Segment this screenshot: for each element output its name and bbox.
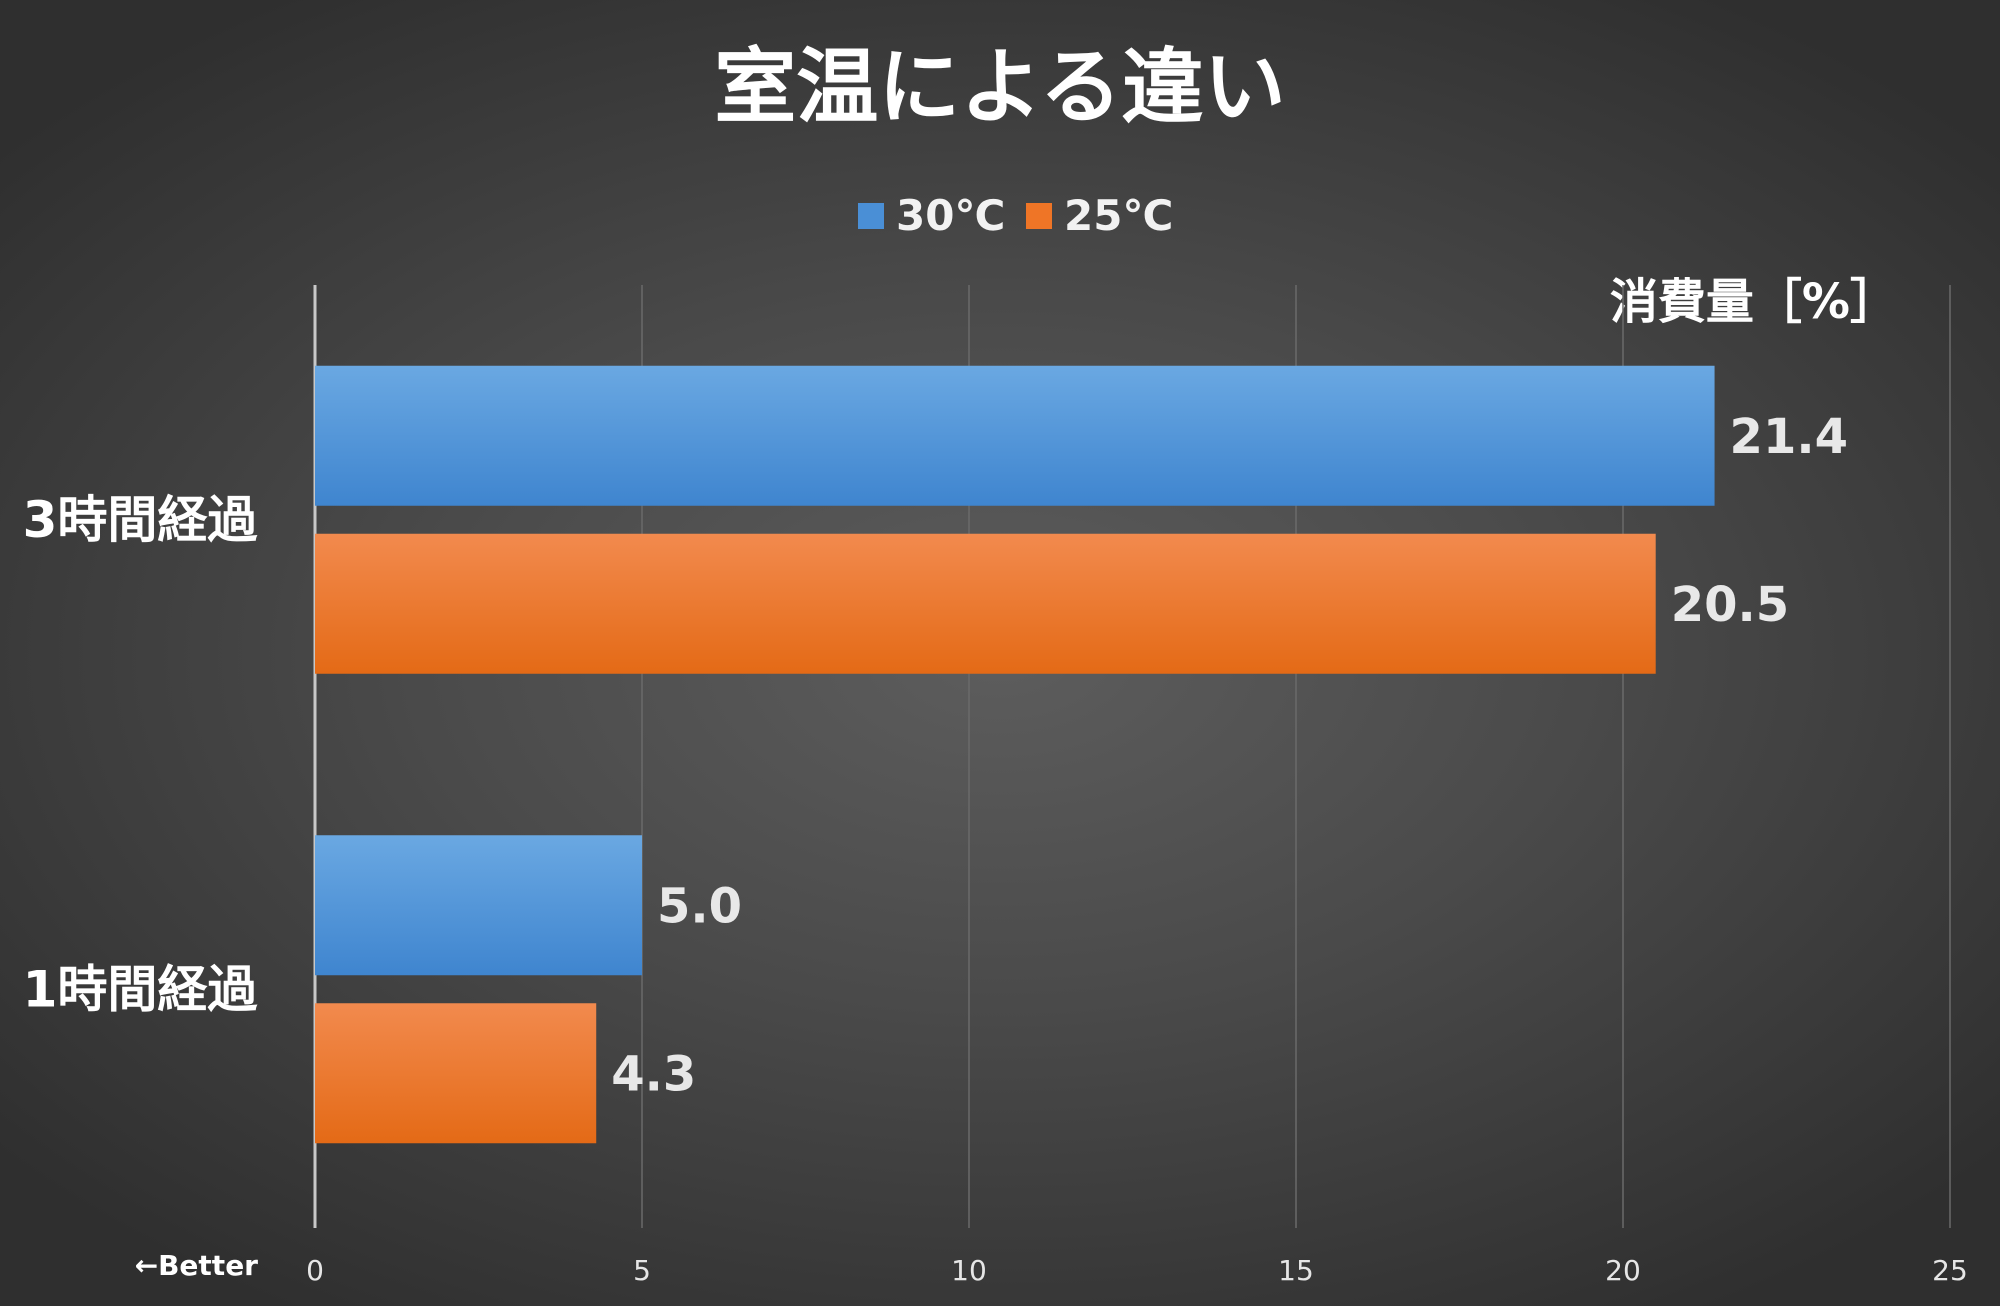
category-label: 3時間経過 [23,491,259,549]
bar-25c-1 [315,1003,597,1144]
x-unit-label: 消費量［%］ [1610,274,1898,330]
legend-swatch-30c [858,203,884,229]
data-labels: 21.4 20.5 5.0 4.3 [611,409,1848,1103]
legend-label-30c: 30℃ [896,191,1005,240]
bar-30c-0 [315,365,1715,506]
bars [315,365,1715,1144]
x-tick-label: 0 [306,1254,324,1287]
bar-25c-0 [315,533,1656,674]
category-labels: 3時間経過 1時間経過 [23,491,259,1019]
data-label: 4.3 [611,1046,696,1102]
x-tick-label: 25 [1932,1254,1968,1287]
legend-label-25c: 25℃ [1064,191,1173,240]
data-label: 5.0 [657,878,742,934]
legend-swatch-25c [1026,203,1052,229]
better-note: ←Better [135,1249,259,1282]
category-label: 1時間経過 [23,960,259,1018]
x-tick-label: 20 [1605,1254,1641,1287]
chart-title: 室温による違い [714,40,1286,135]
data-label: 20.5 [1671,577,1789,633]
data-label: 21.4 [1730,409,1848,465]
x-tick-label: 15 [1278,1254,1314,1287]
x-tick-labels: 0 5 10 15 20 25 [306,1254,1968,1287]
x-tick-label: 10 [951,1254,987,1287]
x-tick-label: 5 [633,1254,651,1287]
legend: 30℃ 25℃ [858,191,1173,240]
bar-30c-1 [315,835,642,976]
